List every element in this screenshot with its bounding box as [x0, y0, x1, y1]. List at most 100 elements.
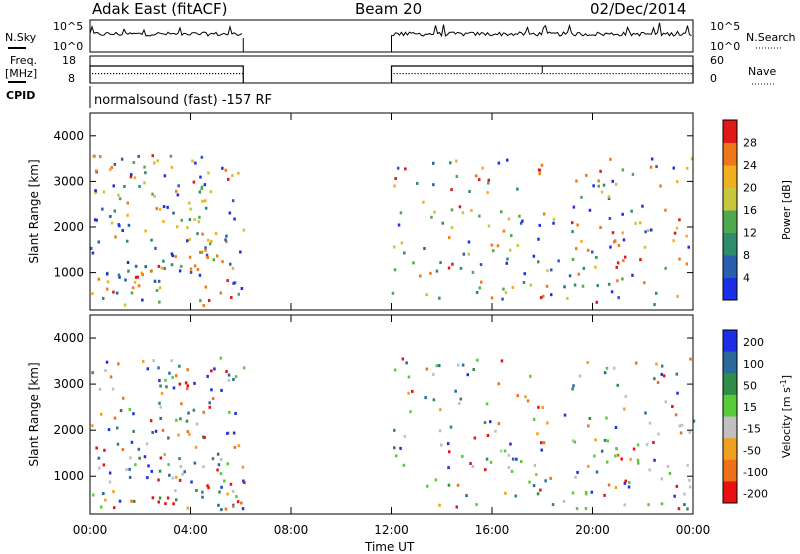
heatmap-cell	[614, 486, 618, 489]
heatmap-cell	[130, 173, 133, 177]
heatmap-cell	[186, 430, 190, 434]
heatmap-cell	[639, 258, 642, 262]
heatmap-cell	[195, 422, 199, 426]
heatmap-cell	[507, 466, 511, 469]
heatmap-cell	[582, 266, 586, 270]
heatmap-cell	[497, 161, 501, 165]
heatmap-cell	[106, 280, 110, 284]
heatmap-cell	[202, 304, 205, 308]
heatmap-cell	[675, 484, 679, 488]
heatmap-cell	[687, 245, 690, 249]
heatmap-cell	[676, 391, 679, 395]
heatmap-cell	[571, 221, 574, 225]
nave-dot	[173, 73, 175, 75]
nave-dot	[221, 73, 223, 75]
heatmap-cell	[672, 166, 675, 170]
heatmap-cell	[506, 158, 509, 162]
heatmap-cell	[532, 254, 536, 258]
freq-traces	[89, 65, 694, 83]
heatmap-cell	[224, 168, 227, 172]
heatmap-cell	[615, 265, 618, 269]
heatmap-cell	[617, 453, 620, 457]
heatmap-cell	[105, 287, 109, 291]
heatmap-cell	[174, 489, 177, 493]
heatmap-cell	[607, 282, 611, 286]
nave-dot	[576, 73, 578, 75]
heatmap-cell	[657, 432, 660, 436]
heatmap-cell	[99, 155, 102, 159]
heatmap-cell	[164, 502, 167, 506]
freq-trace	[89, 65, 244, 83]
heatmap-cell	[502, 287, 505, 291]
heatmap-cell	[178, 457, 181, 461]
heatmap-cell	[200, 155, 204, 159]
heatmap-cell	[621, 277, 624, 281]
heatmap-cell	[201, 199, 204, 203]
heatmap-cell	[226, 279, 229, 283]
nave-dot	[462, 73, 464, 75]
nave-dot	[140, 73, 142, 75]
nave-dot	[528, 73, 530, 75]
colorbar-swatch	[723, 459, 737, 482]
nave-dot	[98, 73, 100, 75]
nave-dot	[579, 73, 581, 75]
heatmap-cell	[685, 262, 689, 266]
heatmap-cell	[456, 483, 460, 487]
heatmap-cell	[178, 382, 182, 386]
nave-dot	[459, 73, 461, 75]
heatmap-cell	[92, 155, 95, 159]
heatmap-cell	[104, 369, 107, 373]
nave-dot	[672, 73, 674, 75]
heatmap-cell	[515, 457, 518, 461]
plot-background	[90, 113, 693, 310]
heatmap-cell	[159, 456, 163, 460]
heatmap-cell	[616, 261, 620, 265]
heatmap-cell	[166, 496, 170, 500]
nave-dot	[555, 73, 557, 75]
heatmap-cell	[461, 363, 465, 367]
heatmap-cell	[199, 299, 202, 303]
heatmap-cell	[143, 165, 146, 169]
heatmap-cell	[552, 217, 556, 221]
heatmap-cell	[677, 507, 681, 511]
nave-dot	[134, 73, 136, 75]
nave-dot	[558, 73, 560, 75]
nave-dot	[411, 73, 413, 75]
heatmap-cell	[205, 253, 209, 257]
nave-dot	[690, 73, 692, 75]
heatmap-cell	[195, 489, 198, 492]
colorbar-swatch	[723, 187, 737, 211]
heatmap-cell	[447, 266, 451, 270]
nave-dot	[444, 73, 446, 75]
nave-dot	[176, 73, 178, 75]
nave-dot	[209, 73, 211, 75]
nave-dot	[525, 73, 527, 75]
x-tick-label: 12:00	[374, 523, 409, 537]
nave-dot	[188, 73, 190, 75]
heatmap-cell	[200, 187, 203, 191]
heatmap-cell	[189, 267, 193, 271]
nave-dot	[570, 73, 572, 75]
nave-dot	[128, 73, 130, 75]
heatmap-cell	[402, 463, 406, 467]
heatmap-cell	[126, 213, 129, 217]
heatmap-cell	[155, 207, 158, 211]
nave-dot	[564, 73, 566, 75]
nave-dot	[113, 73, 115, 75]
nave-dot	[426, 73, 428, 75]
heatmap-cell	[217, 503, 220, 507]
heatmap-cell	[674, 413, 678, 417]
nave-dot	[687, 73, 689, 75]
heatmap-cell	[162, 259, 165, 263]
heatmap-cell	[688, 478, 691, 482]
heatmap-cell	[107, 428, 111, 432]
plot-background	[90, 315, 693, 514]
heatmap-cell	[131, 286, 135, 290]
heatmap-cell	[196, 268, 200, 271]
heatmap-cell	[150, 269, 153, 273]
heatmap-cell	[425, 293, 428, 297]
heatmap-cell	[157, 264, 161, 268]
heatmap-cell	[159, 417, 162, 420]
heatmap-cell	[429, 271, 432, 275]
heatmap-cell	[536, 432, 539, 436]
